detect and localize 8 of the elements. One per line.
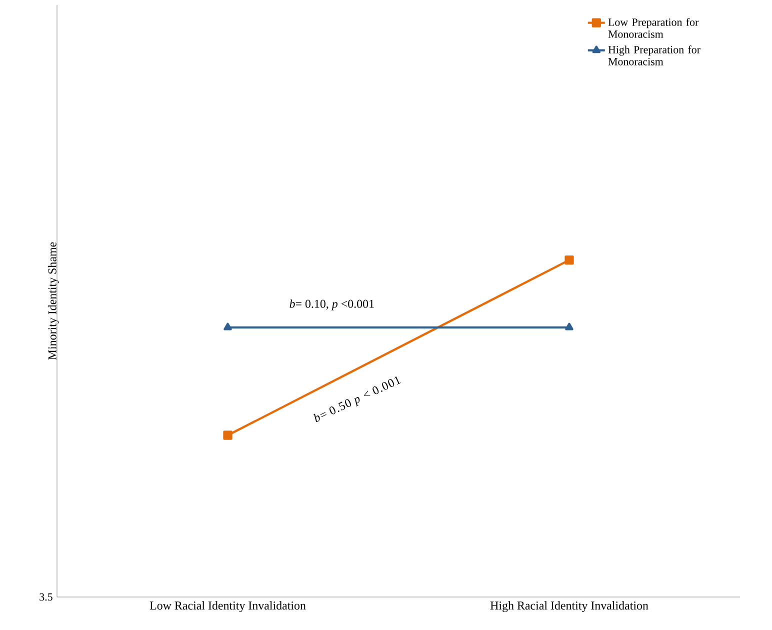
text: 3.5 [40, 593, 52, 601]
annotation: b= 0.10, p <0.001 [290, 299, 374, 310]
x-tick-label: Low Racial Identity Invalidation [150, 601, 306, 612]
legend-label: Low Preparation for Monoracism [608, 18, 699, 38]
annotation: b= 0.50 p < 0.001 [313, 376, 401, 422]
legend-label: High Preparation for Monoracism [608, 46, 700, 66]
y-axis-title: Minority Identity Shame [48, 242, 59, 360]
x-tick-label: High Racial Identity Invalidation [490, 601, 648, 612]
